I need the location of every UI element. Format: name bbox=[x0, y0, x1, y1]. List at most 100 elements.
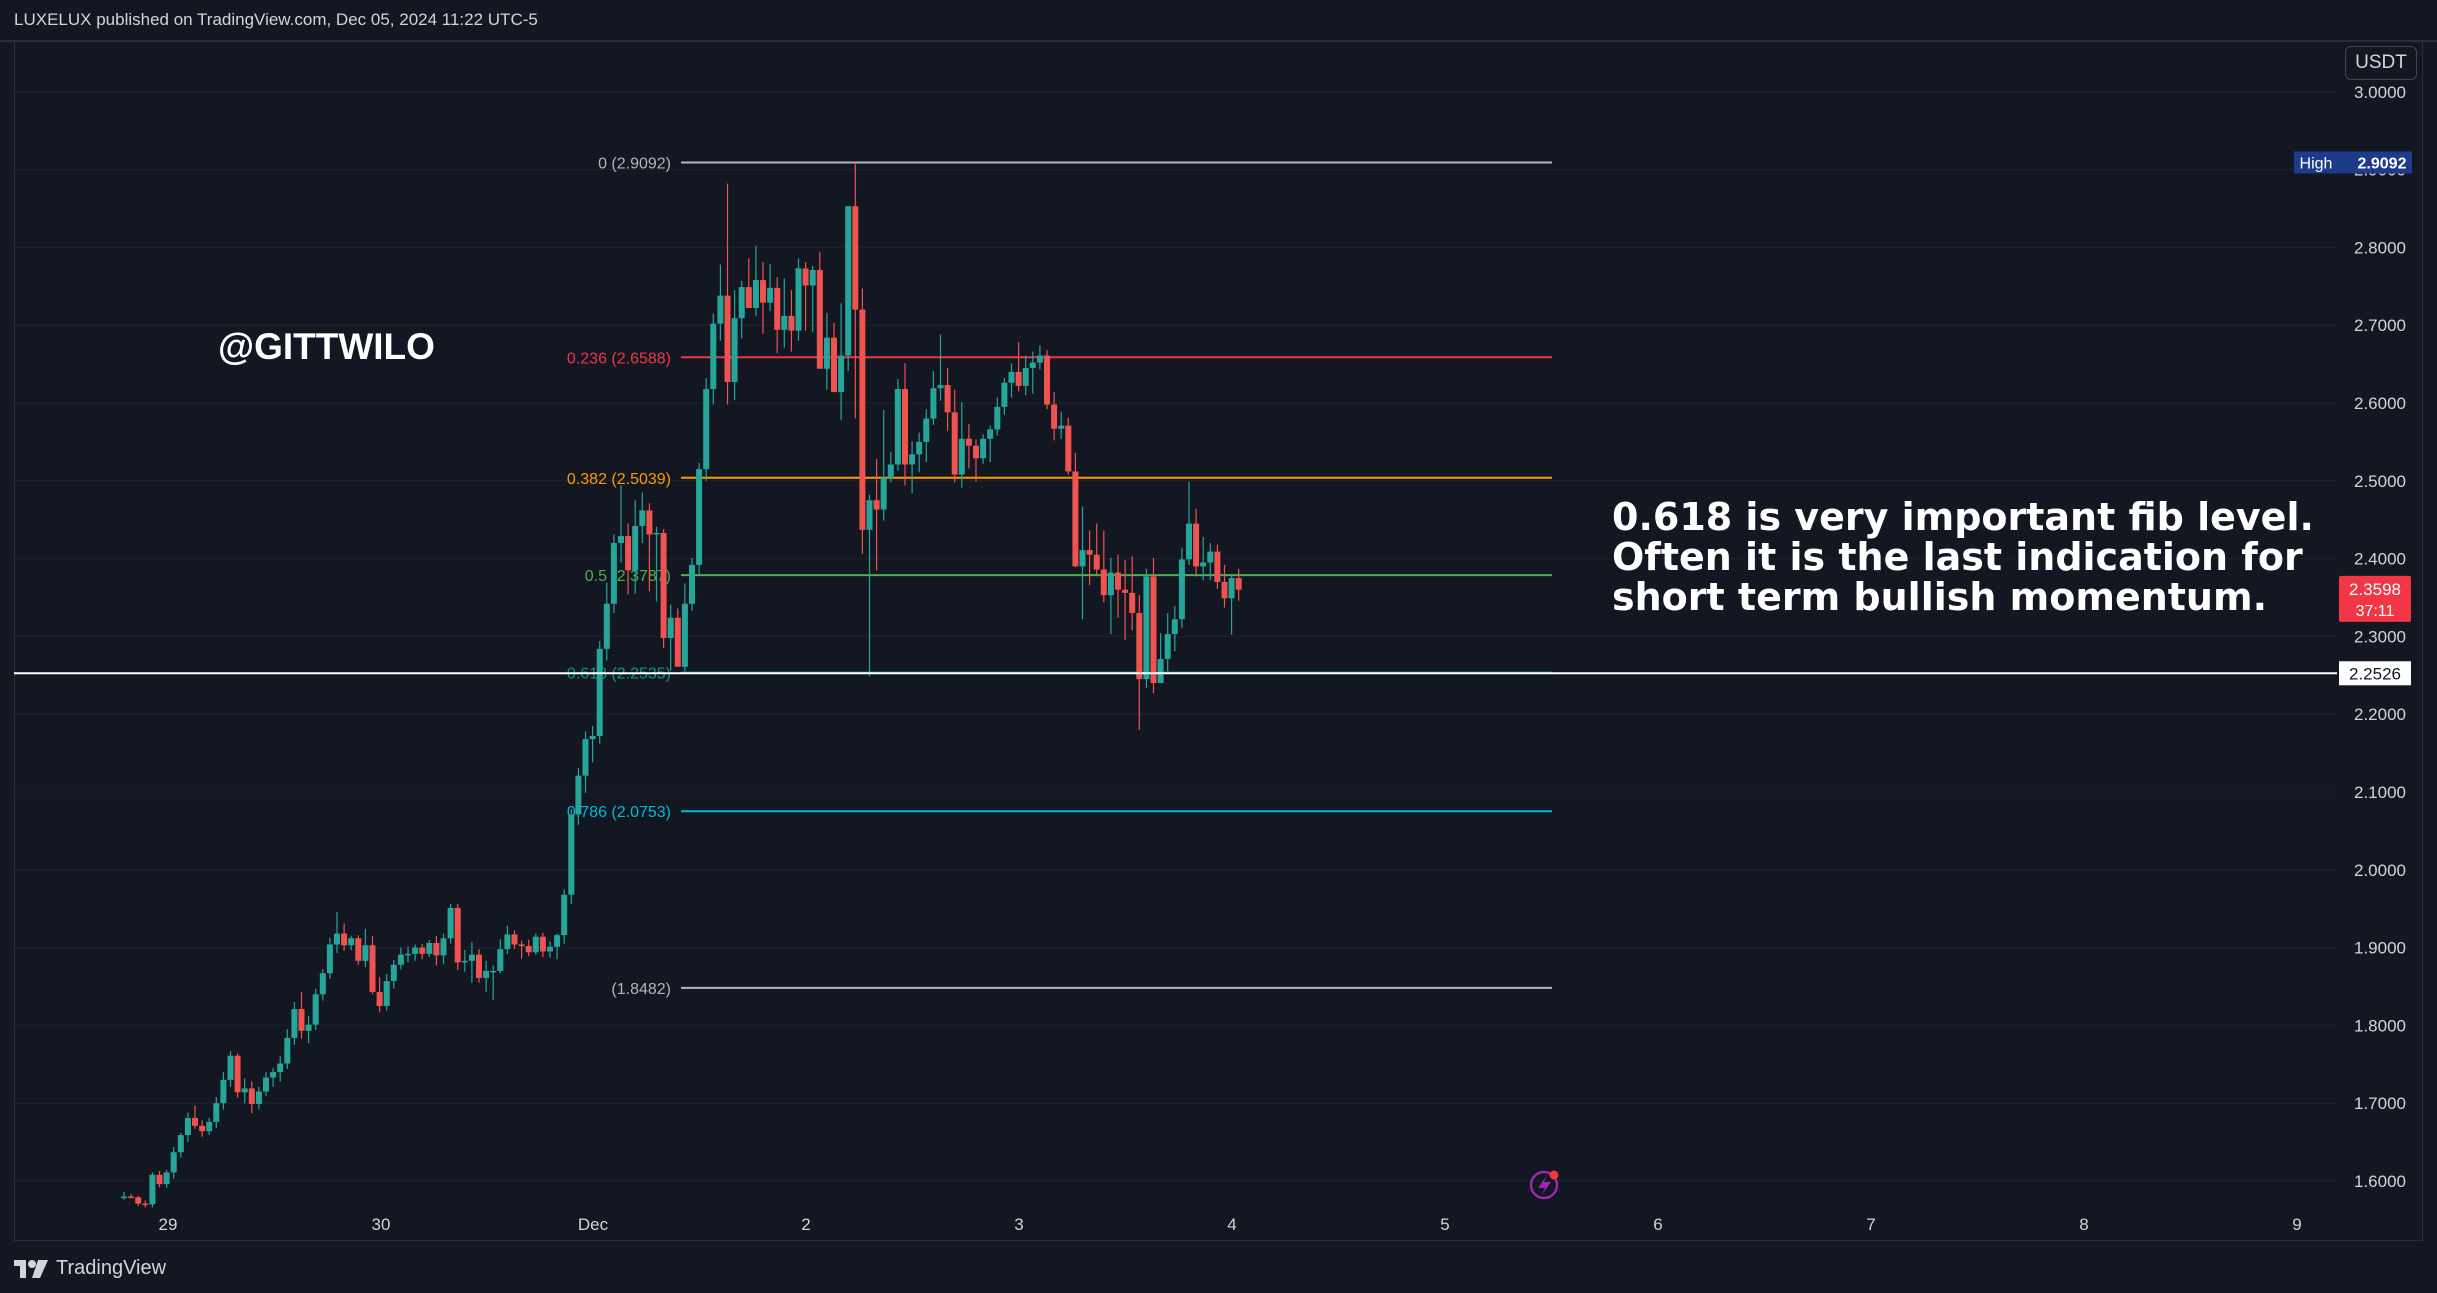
candle-body bbox=[248, 1088, 255, 1104]
tradingview-logo-icon bbox=[14, 1260, 48, 1278]
candle-body bbox=[838, 355, 845, 393]
candle-body bbox=[618, 536, 624, 544]
candle-body bbox=[213, 1103, 220, 1122]
y-tick-label: 1.9000 bbox=[2354, 939, 2406, 958]
candle-body bbox=[1086, 550, 1093, 555]
time-axis[interactable]: 29 30 Dec 2 3 4 5 6 7 8 9 bbox=[159, 1215, 2302, 1234]
fib-level-label: 0.236 (2.6588) bbox=[567, 350, 671, 367]
candle-body bbox=[660, 532, 667, 638]
brand-name: TradingView bbox=[56, 1256, 167, 1279]
tradingview-logo[interactable]: TradingView bbox=[14, 1257, 166, 1280]
candle-body bbox=[326, 944, 333, 974]
price-axis[interactable]: 1.6000 1.7000 1.8000 1.9000 2.0000 2.1000 2.20… bbox=[2354, 83, 2406, 1191]
candle-body bbox=[1079, 550, 1086, 567]
candle-body bbox=[1093, 554, 1100, 570]
currency-button[interactable]: USDT bbox=[2345, 46, 2417, 80]
candle-body bbox=[632, 525, 639, 571]
candle-body bbox=[426, 942, 433, 954]
x-tick-label: 30 bbox=[372, 1215, 391, 1234]
candle-body bbox=[667, 617, 674, 638]
last-price-value: 2.3598 bbox=[2349, 580, 2401, 599]
candle-body bbox=[440, 938, 447, 956]
candle-body bbox=[781, 315, 788, 330]
candle-series bbox=[121, 162, 1242, 1208]
candle-body bbox=[859, 309, 866, 530]
candle-body bbox=[135, 1197, 142, 1204]
x-tick-label: 5 bbox=[1440, 1215, 1449, 1234]
candle-body bbox=[291, 1009, 298, 1038]
candle-body bbox=[121, 1196, 127, 1199]
candle-body bbox=[1143, 576, 1150, 680]
x-tick-label: 4 bbox=[1227, 1215, 1236, 1234]
candle-body bbox=[1100, 569, 1107, 596]
candle-body bbox=[1150, 576, 1157, 684]
candle-body bbox=[483, 970, 490, 978]
candle-body bbox=[142, 1203, 149, 1206]
candle-body bbox=[163, 1172, 170, 1185]
candle-body bbox=[1178, 559, 1185, 620]
candle-body bbox=[1022, 367, 1029, 386]
candle-body bbox=[696, 469, 703, 565]
candle-body bbox=[1072, 471, 1079, 567]
chart-frame bbox=[14, 40, 2423, 1241]
candle-body bbox=[603, 603, 610, 649]
candle-body bbox=[951, 412, 958, 475]
candle-body bbox=[412, 947, 419, 954]
x-tick-label: 8 bbox=[2079, 1215, 2088, 1234]
candle-body bbox=[902, 388, 908, 465]
y-tick-label: 3.0000 bbox=[2354, 83, 2406, 102]
grid-lines bbox=[14, 91, 2337, 1182]
candle-body bbox=[461, 960, 468, 963]
x-tick-label: 2 bbox=[801, 1215, 810, 1234]
candle-body bbox=[880, 477, 887, 510]
candle-body bbox=[1207, 551, 1214, 563]
candle-body bbox=[1228, 578, 1235, 599]
candle-body bbox=[476, 954, 482, 978]
last-price-countdown: 37:11 bbox=[2356, 603, 2395, 620]
candle-body bbox=[1129, 592, 1136, 614]
price-chart[interactable]: 0 (2.9092) 0.236 (2.6588) 0.382 (2.5039) 0.… bbox=[0, 0, 2437, 1243]
candle-body bbox=[184, 1117, 191, 1136]
candle-body bbox=[1036, 355, 1043, 363]
candle-body bbox=[1044, 355, 1050, 405]
candle-body bbox=[1171, 619, 1178, 635]
candle-body bbox=[724, 295, 731, 382]
publisher-bar: LUXELUX published on TradingView.com, De… bbox=[0, 0, 2437, 42]
candle-body bbox=[923, 418, 930, 442]
candle-body bbox=[944, 385, 951, 413]
candle-body bbox=[575, 775, 582, 815]
candle-body bbox=[1214, 551, 1221, 582]
candle-body bbox=[973, 445, 979, 459]
candle-body bbox=[752, 280, 759, 309]
price-markers: 2.2526 High 2.9092 2.3598 37:11 bbox=[2294, 151, 2412, 686]
candle-body bbox=[511, 934, 518, 945]
candle-body bbox=[433, 942, 440, 956]
candle-body bbox=[816, 269, 823, 369]
candle-body bbox=[220, 1079, 227, 1104]
candle-body bbox=[490, 970, 497, 973]
candle-body bbox=[419, 947, 426, 954]
candle-body bbox=[504, 934, 511, 950]
annotation-line: short term bullish momentum. bbox=[1612, 575, 2267, 619]
candle-body bbox=[873, 500, 880, 510]
x-tick-label: 29 bbox=[159, 1215, 178, 1234]
fib-level-label: 0 (2.9092) bbox=[598, 155, 671, 172]
candle-body bbox=[774, 287, 781, 330]
annotation-line: Often it is the last indication for bbox=[1612, 535, 2303, 579]
candle-body bbox=[547, 946, 553, 952]
x-tick-label: Dec bbox=[578, 1215, 609, 1234]
candle-body bbox=[206, 1121, 213, 1132]
candle-body bbox=[1015, 371, 1022, 386]
candle-body bbox=[745, 287, 752, 309]
candle-body bbox=[234, 1055, 241, 1093]
candle-body bbox=[653, 532, 660, 535]
candle-body bbox=[1235, 578, 1242, 590]
candle-body bbox=[625, 536, 632, 571]
candle-body bbox=[760, 280, 766, 303]
candle-body bbox=[390, 964, 397, 982]
annotation-text: 0.618 is very important fib level.Often … bbox=[1612, 495, 2314, 619]
candle-body bbox=[468, 954, 475, 961]
lightning-icon[interactable] bbox=[1529, 1170, 1559, 1200]
candle-body bbox=[319, 973, 326, 995]
fib-retracement[interactable]: 0 (2.9092) 0.236 (2.6588) 0.382 (2.5039) 0.… bbox=[567, 155, 1552, 998]
